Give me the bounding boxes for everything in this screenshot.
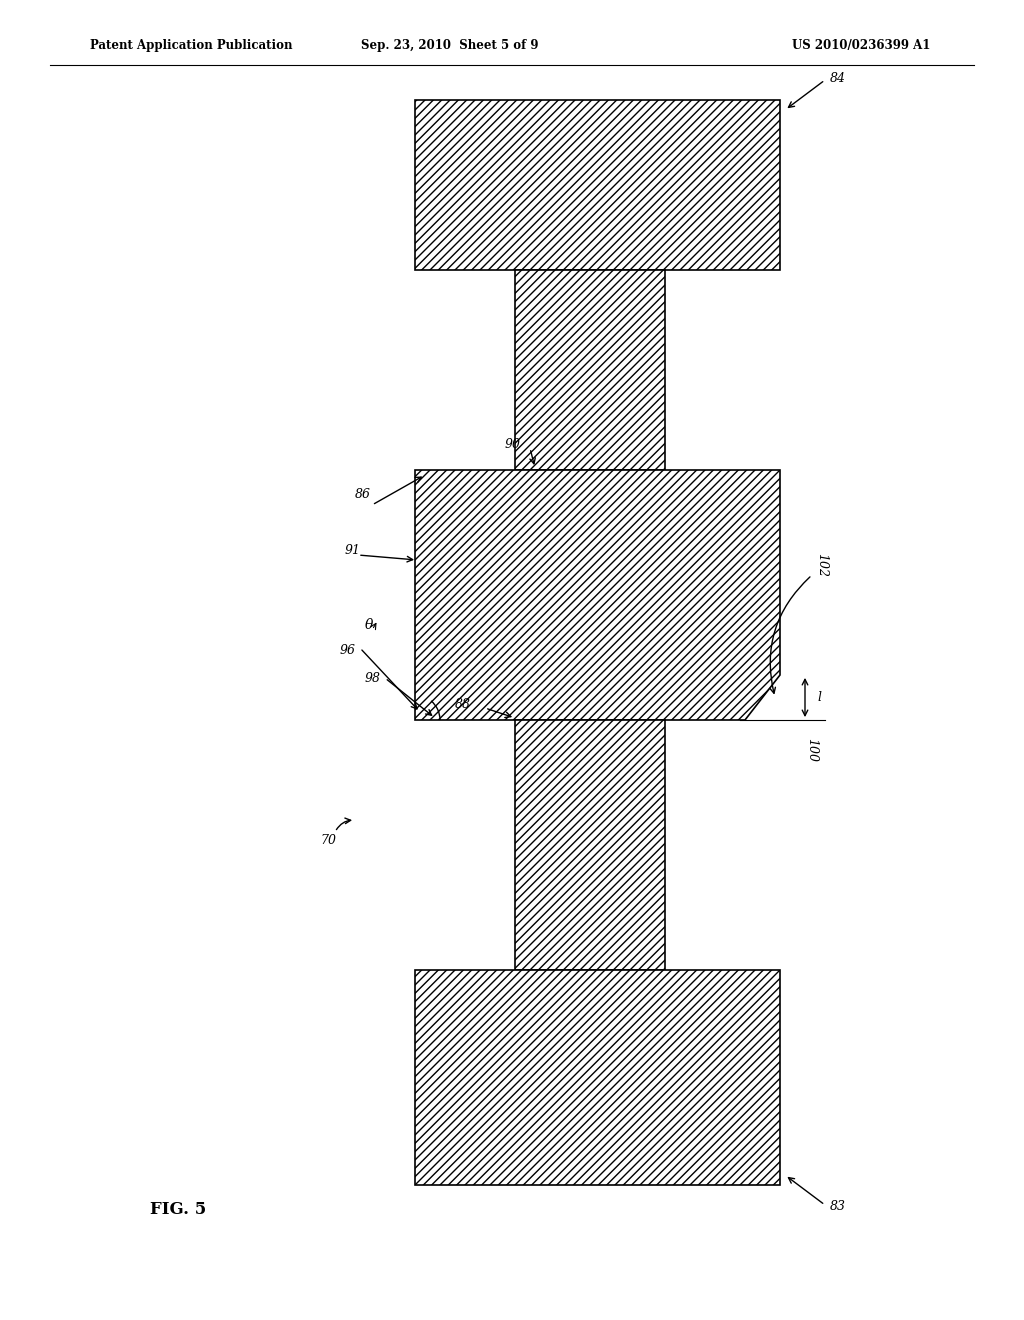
Polygon shape [515, 271, 665, 470]
Text: θ: θ [365, 618, 374, 632]
Text: 86: 86 [355, 488, 371, 502]
Polygon shape [415, 970, 780, 1185]
Polygon shape [415, 100, 780, 271]
Text: 98: 98 [365, 672, 381, 685]
Text: FIG. 5: FIG. 5 [150, 1201, 206, 1218]
Text: 102: 102 [815, 553, 828, 577]
Text: 91: 91 [345, 544, 361, 557]
Polygon shape [515, 719, 665, 970]
Text: l: l [817, 690, 821, 704]
Text: 96: 96 [340, 644, 356, 656]
Text: Patent Application Publication: Patent Application Publication [90, 38, 293, 51]
Polygon shape [415, 470, 780, 719]
Text: 100: 100 [805, 738, 818, 762]
Text: 70: 70 [319, 833, 336, 846]
Text: 84: 84 [830, 71, 846, 84]
Text: Sep. 23, 2010  Sheet 5 of 9: Sep. 23, 2010 Sheet 5 of 9 [361, 38, 539, 51]
Text: 88: 88 [455, 698, 471, 711]
Text: 83: 83 [830, 1200, 846, 1213]
Text: 90: 90 [505, 438, 521, 451]
Text: US 2010/0236399 A1: US 2010/0236399 A1 [792, 38, 930, 51]
